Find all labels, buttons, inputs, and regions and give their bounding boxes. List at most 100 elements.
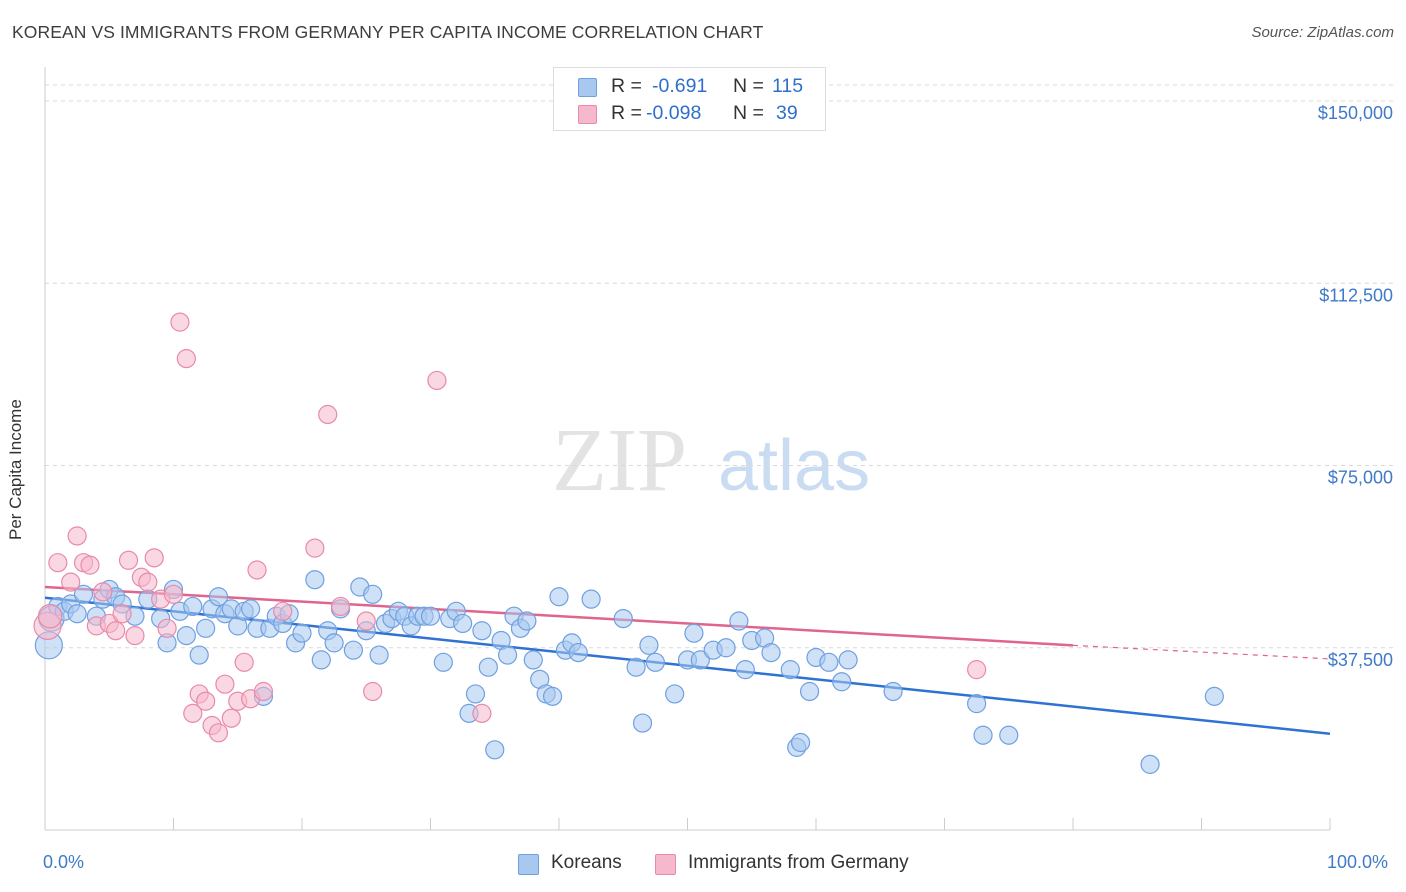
korean-point <box>690 650 710 670</box>
korean-point <box>626 657 646 677</box>
germany-point <box>67 526 87 546</box>
korean-point <box>420 606 441 626</box>
korean-point <box>838 650 858 670</box>
korean-point <box>832 672 852 692</box>
source-label: Source: ZipAtlas.com <box>1251 24 1394 41</box>
korean-point <box>665 684 685 704</box>
r-value: -0.098 <box>646 102 702 124</box>
korean-point <box>73 584 94 604</box>
y-tick-label: $112,500 <box>1319 285 1393 305</box>
korean-point <box>208 587 229 607</box>
korean-point <box>799 681 820 702</box>
korean-point <box>183 596 203 617</box>
watermark-zip: ZIP <box>552 411 687 510</box>
korean-point <box>472 621 492 641</box>
korean-point <box>967 694 987 714</box>
korean-point <box>369 645 389 665</box>
korean-point <box>568 643 588 663</box>
korean-point <box>542 686 563 706</box>
korean-point <box>485 740 505 760</box>
korean-point <box>363 584 383 604</box>
axes <box>44 67 1331 831</box>
n-label: N = <box>733 75 764 97</box>
germany-point <box>144 548 164 568</box>
y-tick-label: $75,000 <box>1328 468 1393 488</box>
korean-point <box>999 725 1019 745</box>
germany-point <box>80 555 100 575</box>
germany-point <box>106 621 126 641</box>
korean-point <box>517 611 537 631</box>
stats-box: R = -0.691 N = 115 R = -0.098 N = 39 <box>553 67 826 131</box>
korean-point <box>716 638 736 658</box>
germany-point <box>157 618 177 638</box>
germany-point <box>253 681 274 702</box>
korean-point <box>324 633 344 653</box>
korean-point <box>176 626 196 646</box>
legend-swatch-koreans <box>518 854 539 875</box>
korean-point <box>735 660 755 680</box>
n-value: 39 <box>776 102 798 124</box>
stats-swatch-germany <box>578 105 597 124</box>
legend-label-koreans: Koreans <box>551 852 622 873</box>
germany-point <box>318 404 338 425</box>
germany-point <box>125 626 145 646</box>
korean-point <box>343 640 363 660</box>
germany-point <box>305 538 325 558</box>
germany-point <box>356 611 376 631</box>
germany-point <box>37 603 63 629</box>
korean-point <box>790 732 811 753</box>
korean-point <box>883 681 903 702</box>
korean-point <box>639 635 659 655</box>
korean-point <box>292 623 312 643</box>
germany-point <box>112 604 132 624</box>
germany-point <box>118 550 139 570</box>
korean-point <box>973 725 993 745</box>
korean-point <box>241 599 261 619</box>
korean-point <box>761 643 781 663</box>
korean-point <box>632 713 653 733</box>
germany-point <box>196 691 216 711</box>
korean-point <box>613 608 633 629</box>
germany-point <box>170 312 190 332</box>
korean-point <box>684 623 704 643</box>
y-tick-label: $37,500 <box>1328 650 1393 670</box>
korean-point <box>819 652 839 672</box>
germany-point <box>363 681 383 702</box>
germany-point <box>215 674 235 694</box>
germany-point <box>183 703 203 723</box>
korean-point <box>196 618 216 638</box>
korean-point <box>189 645 209 665</box>
germany-point <box>163 584 184 604</box>
r-label: R = <box>611 102 642 124</box>
korean-point <box>523 650 543 670</box>
korean-point <box>581 589 601 609</box>
germany-point <box>61 572 81 592</box>
korean-point <box>549 587 569 607</box>
germany-point <box>472 703 492 723</box>
germany-point <box>208 723 229 743</box>
x-tick-label-max: 100.0% <box>1327 852 1389 872</box>
legend-label-germany: Immigrants from Germany <box>688 852 909 873</box>
korean-point <box>311 650 331 670</box>
stats-swatch-koreans <box>578 78 597 97</box>
korean-point <box>305 570 325 590</box>
r-value: -0.691 <box>652 75 708 97</box>
germany-point <box>48 553 68 573</box>
korean-point <box>478 657 498 677</box>
germany-point <box>234 652 254 672</box>
germany-trend-extension <box>1072 644 1331 660</box>
korean-point <box>645 652 665 672</box>
y-tick-label: $150,000 <box>1318 103 1393 123</box>
chart-title: KOREAN VS IMMIGRANTS FROM GERMANY PER CA… <box>12 22 764 42</box>
korean-point <box>729 611 749 631</box>
germany-point <box>138 572 158 592</box>
korean-point <box>498 645 518 665</box>
korean-point <box>465 684 486 704</box>
r-label: R = <box>611 75 642 97</box>
n-value: 115 <box>772 75 804 97</box>
grid-lines <box>45 84 1395 649</box>
korean-point <box>453 613 473 634</box>
korean-point <box>433 652 453 672</box>
korean-point <box>1204 686 1224 706</box>
data-points <box>33 312 1224 774</box>
